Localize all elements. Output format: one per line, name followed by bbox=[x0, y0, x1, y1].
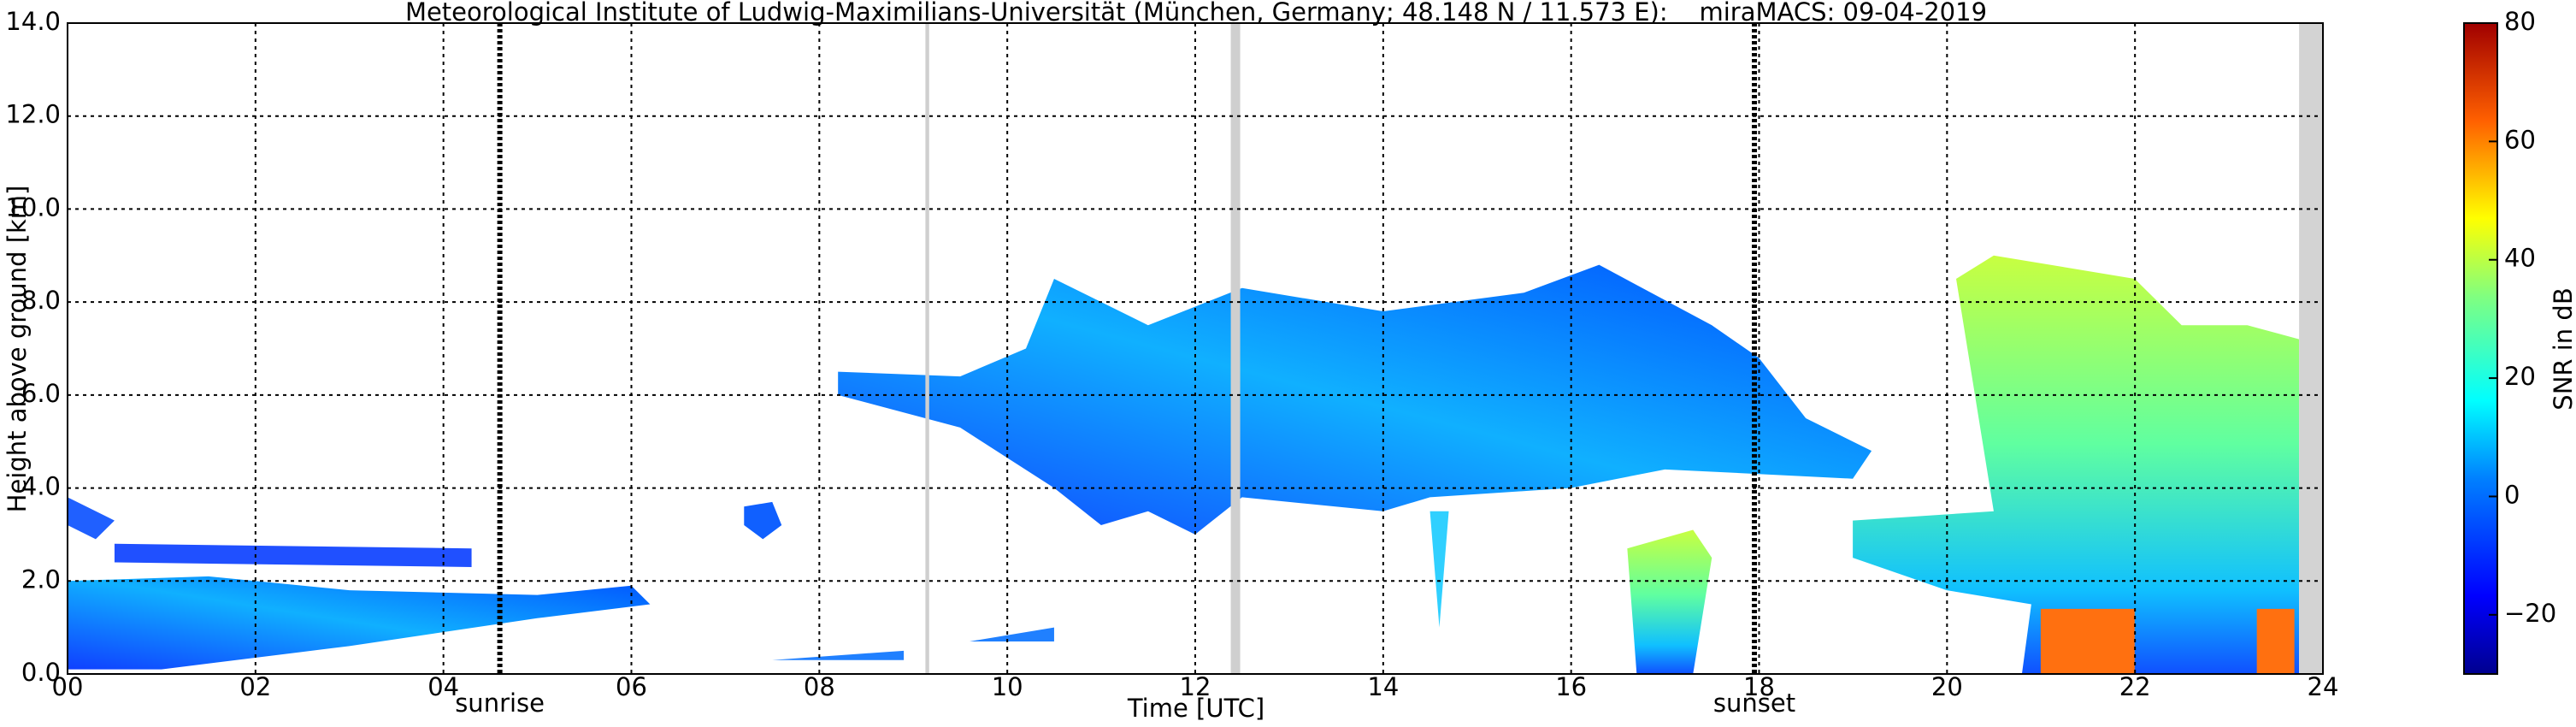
x-tick-label: 24 bbox=[2308, 672, 2339, 701]
y-tick-label: 4.0 bbox=[21, 472, 61, 501]
colorbar-tick-label: 40 bbox=[2504, 244, 2536, 273]
y-tick-label: 14.0 bbox=[5, 7, 61, 36]
y-tick-label: 6.0 bbox=[21, 379, 61, 408]
radar-echoes bbox=[68, 22, 2323, 675]
y-tick-label: 2.0 bbox=[21, 564, 61, 594]
colorbar-tick-label: 0 bbox=[2504, 480, 2520, 509]
y-tick-label: 12.0 bbox=[5, 100, 61, 129]
x-tick-label: 16 bbox=[1555, 672, 1587, 701]
x-tick-label: 02 bbox=[239, 672, 271, 701]
x-tick-label: 14 bbox=[1367, 672, 1399, 701]
x-tick-label: 18 bbox=[1743, 672, 1775, 701]
y-axis-label: Height above ground [km] bbox=[3, 186, 32, 513]
colorbar-tick-label: 20 bbox=[2504, 362, 2536, 391]
x-tick-label: 22 bbox=[2119, 672, 2151, 701]
x-tick-label: 00 bbox=[52, 672, 84, 701]
x-tick-label: 12 bbox=[1180, 672, 1211, 701]
colorbar-tick-label: −20 bbox=[2504, 599, 2556, 628]
x-tick-label: 10 bbox=[992, 672, 1023, 701]
x-tick-label: 04 bbox=[427, 672, 459, 701]
colorbar-tick-label: 80 bbox=[2504, 7, 2536, 36]
y-tick-label: 8.0 bbox=[21, 286, 61, 315]
x-tick-label: 20 bbox=[1931, 672, 1963, 701]
colorbar-label: SNR in dB bbox=[2549, 287, 2576, 410]
x-tick-label: 06 bbox=[616, 672, 647, 701]
x-axis-label: Time [UTC] bbox=[1127, 694, 1264, 723]
colorbar-tick-label: 60 bbox=[2504, 125, 2536, 154]
colorbar bbox=[2463, 22, 2498, 675]
annotation-label: sunset bbox=[1713, 689, 1795, 718]
chart-title: Meteorological Institute of Ludwig-Maxim… bbox=[405, 0, 1987, 27]
y-tick-label: 10.0 bbox=[5, 192, 61, 222]
x-tick-label: 08 bbox=[804, 672, 835, 701]
y-tick-label: 0.0 bbox=[21, 658, 61, 687]
annotation-label: sunrise bbox=[455, 689, 545, 718]
